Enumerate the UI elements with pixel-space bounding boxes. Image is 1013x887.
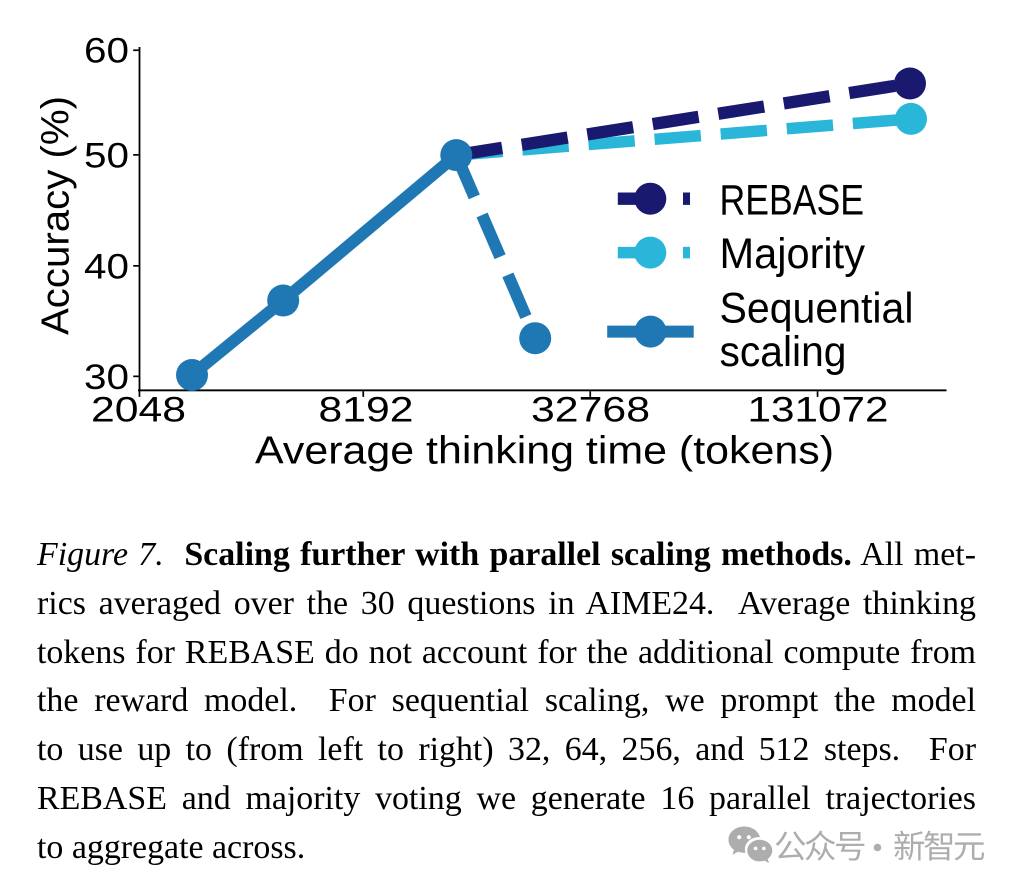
- svg-text:8192: 8192: [319, 390, 414, 430]
- svg-text:60: 60: [84, 31, 129, 71]
- svg-text:32768: 32768: [531, 390, 650, 430]
- svg-text:2048: 2048: [91, 390, 186, 430]
- svg-text:Majority: Majority: [720, 230, 866, 278]
- svg-text:REBASE: REBASE: [720, 177, 865, 225]
- svg-text:40: 40: [84, 246, 129, 286]
- svg-text:30: 30: [84, 357, 129, 397]
- svg-text:Sequential: Sequential: [720, 285, 914, 333]
- svg-text:50: 50: [84, 135, 129, 175]
- svg-text:Accuracy (%): Accuracy (%): [35, 96, 78, 335]
- svg-text:Average thinking time (tokens): Average thinking time (tokens): [255, 429, 834, 472]
- svg-text:scaling: scaling: [720, 328, 847, 376]
- svg-text:131072: 131072: [748, 390, 889, 430]
